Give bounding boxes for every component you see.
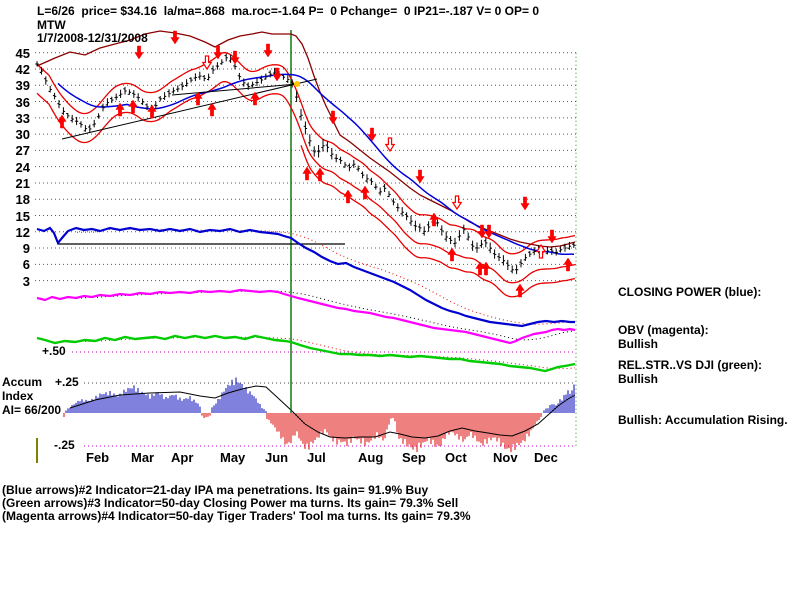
month-axis-label: Apr xyxy=(171,450,194,465)
buy-signal-arrow xyxy=(481,261,491,276)
symbol-label: MTW xyxy=(37,18,66,32)
sell-signal-arrow xyxy=(367,127,377,142)
month-axis-label: Jun xyxy=(265,450,289,465)
buy-signal-arrow xyxy=(360,185,370,200)
sell-signal-arrow-hollow xyxy=(201,55,213,71)
status-line: L=6/26 price= $34.16 la/ma=.868 ma.roc=-… xyxy=(37,4,539,18)
buy-signal-arrow xyxy=(563,257,573,272)
price-axis-label: 36 xyxy=(15,94,30,110)
buy-signal-arrow xyxy=(147,104,157,119)
obv-state: Bullish xyxy=(618,337,659,351)
trendline xyxy=(61,78,318,140)
accum-state: Bullish: Accumulation Rising. xyxy=(618,413,788,427)
month-axis-label: Aug xyxy=(358,450,384,465)
buy-signal-arrow xyxy=(429,212,439,227)
buy-signal-arrow-hollow xyxy=(535,243,547,259)
closing-power-title: CLOSING POWER (blue): xyxy=(618,285,762,299)
sell-signal-arrow xyxy=(272,67,282,82)
sell-signal-arrow xyxy=(484,224,494,239)
sell-signal-arrow xyxy=(230,50,240,65)
outer-lower-red-band xyxy=(300,145,576,298)
price-axis-label: 9 xyxy=(22,241,30,257)
buy-signal-arrow xyxy=(315,167,325,182)
buy-signal-arrow xyxy=(250,91,260,106)
sell-signal-arrow xyxy=(170,30,180,45)
buy-signal-arrow xyxy=(193,91,203,106)
sell-signal-arrow xyxy=(263,43,273,58)
trendline-break-dot xyxy=(294,81,300,87)
obv-line xyxy=(36,288,576,345)
relstr-title: REL.STR..VS DJI (green): xyxy=(618,358,763,372)
price-axis-label: 33 xyxy=(15,110,30,126)
obv-title: OBV (magenta): xyxy=(618,323,709,337)
accum-index-value: AI= 66/200 xyxy=(2,403,62,417)
month-axis-label: Dec xyxy=(534,450,558,465)
price-axis-label: 12 xyxy=(15,224,30,240)
buy-signal-arrow xyxy=(447,247,457,262)
sell-signal-arrow xyxy=(134,45,144,60)
sell-signal-arrow xyxy=(477,224,487,239)
sell-signal-arrow xyxy=(415,169,425,184)
scale-plus-25-label: +.25 xyxy=(55,375,79,389)
maroon-envelope-line xyxy=(36,30,576,248)
buy-signal-arrow xyxy=(302,166,312,181)
month-axis-label: Nov xyxy=(493,450,518,465)
sell-signal-arrow xyxy=(328,110,338,125)
price-axis-label: 45 xyxy=(15,45,30,61)
month-axis-label: Feb xyxy=(86,450,110,465)
upper-red-band xyxy=(36,51,576,255)
month-axis-label: Oct xyxy=(445,450,467,465)
price-axis-label: 6 xyxy=(22,257,30,273)
relstr-state: Bullish xyxy=(618,372,659,386)
footer-indicator-line: (Green arrows)#3 Indicator=50-day Closin… xyxy=(2,496,459,510)
footer-indicator-line: (Blue arrows)#2 Indicator=21-day IPA ma … xyxy=(2,483,429,497)
scale-plus-50-label: +.50 xyxy=(42,344,66,358)
month-axis-label: May xyxy=(220,450,246,465)
scale-minus-25-label: -.25 xyxy=(54,438,75,452)
obv-ma-dotted xyxy=(76,290,576,341)
date-range-label: 1/7/2008-12/31/2008 xyxy=(37,31,148,45)
price-axis-label: 3 xyxy=(22,273,30,289)
price-axis-label: 24 xyxy=(15,159,30,175)
sell-signal-arrow xyxy=(520,196,530,211)
buy-signal-arrow xyxy=(57,114,67,129)
accum-index-ma-line xyxy=(69,385,576,439)
buy-signal-arrow xyxy=(128,99,138,114)
closing-power-ma-dotted xyxy=(76,228,576,325)
price-axis-label: 30 xyxy=(15,127,30,143)
sell-signal-arrow-hollow xyxy=(384,137,396,153)
sell-signal-arrow xyxy=(213,45,223,60)
closing-power-line xyxy=(36,226,575,328)
price-axis-label: 39 xyxy=(15,78,30,94)
buy-signal-arrow xyxy=(515,283,525,298)
trendline xyxy=(171,83,298,96)
price-axis-label: 27 xyxy=(15,143,30,159)
sell-signal-arrow-hollow xyxy=(451,195,463,211)
buy-signal-arrow xyxy=(207,102,217,117)
sell-signal-arrow xyxy=(547,229,557,244)
price-axis-label: 18 xyxy=(15,192,30,208)
month-axis-label: Jul xyxy=(307,450,326,465)
buy-signal-arrow xyxy=(115,102,125,117)
accum-label-line1: Accum xyxy=(2,375,43,389)
accum-label-line2: Index xyxy=(2,389,34,403)
price-axis-label: 15 xyxy=(15,208,30,224)
price-axis-label: 42 xyxy=(15,61,30,77)
footer-indicator-line: (Magenta arrows)#4 Indicator=50-day Tige… xyxy=(2,509,471,523)
price-axis-label: 21 xyxy=(15,175,30,191)
buy-signal-arrow xyxy=(343,189,353,204)
month-axis-label: Mar xyxy=(131,450,155,465)
month-axis-label: Sep xyxy=(402,450,426,465)
relstr-ma-dotted xyxy=(76,336,576,370)
relative-strength-line xyxy=(36,334,576,373)
